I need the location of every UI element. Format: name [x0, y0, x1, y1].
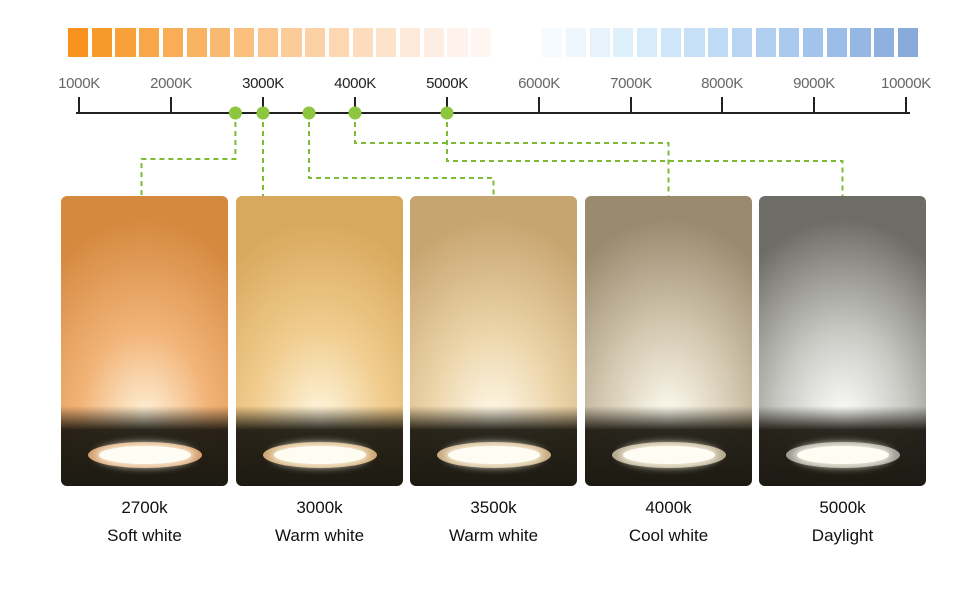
gradient-swatch — [91, 28, 112, 57]
gradient-swatch — [731, 28, 753, 57]
gradient-swatch — [115, 28, 136, 57]
gradient-swatch — [802, 28, 824, 57]
panel-name-label: Warm white — [448, 526, 539, 545]
gradient-swatch — [376, 28, 397, 57]
gradient-swatch — [542, 28, 563, 57]
gradient-swatch — [399, 28, 421, 57]
downlight-fixture — [87, 442, 202, 468]
gradient-swatch — [494, 28, 515, 57]
gradient-swatch — [755, 28, 776, 57]
downlight-fixture — [436, 442, 551, 468]
downlight-fixture — [611, 442, 726, 468]
gradient-swatch — [68, 28, 89, 57]
scale-tick-label: 8000K — [701, 75, 743, 92]
gradient-swatch — [257, 28, 278, 57]
gradient-swatch — [850, 28, 871, 57]
temperature-marker-dot — [348, 106, 362, 120]
panel-name-label: Cool white — [628, 526, 709, 545]
gradient-swatch — [233, 28, 255, 57]
downlight-lens — [622, 446, 715, 464]
gradient-swatch — [139, 28, 160, 57]
gradient-swatch — [708, 28, 729, 57]
light-sample-panel — [236, 196, 403, 486]
downlight-fixture — [785, 442, 900, 468]
light-sample-panel — [410, 196, 577, 486]
scale-tick-label: 1000K — [58, 75, 100, 92]
gradient-swatch — [779, 28, 800, 57]
panel-temperature-label: 3000k — [296, 498, 343, 517]
light-sample-panel — [585, 196, 752, 486]
gradient-swatch — [186, 28, 207, 57]
downlight-lens — [273, 446, 366, 464]
scale-tick-label: 6000K — [518, 75, 560, 92]
panel-name-label: Warm white — [274, 526, 365, 545]
gradient-swatch — [874, 28, 895, 57]
kelvin-scale — [76, 97, 910, 196]
temperature-marker-dot — [256, 106, 270, 120]
temperature-marker-dot — [228, 106, 242, 120]
gradient-swatch — [684, 28, 705, 57]
temperature-marker-dot — [302, 106, 316, 120]
scale-tick-label: 10000K — [881, 75, 931, 92]
gradient-swatch — [518, 28, 539, 57]
downlight-lens — [447, 446, 540, 464]
marker-connector-line — [308, 113, 495, 196]
gradient-swatch — [897, 28, 918, 57]
gradient-swatch — [637, 28, 658, 57]
gradient-swatch — [423, 28, 444, 57]
gradient-swatch — [352, 28, 373, 57]
scale-tick-label: 2000K — [150, 75, 192, 92]
downlight-lens — [98, 446, 191, 464]
panel-temperature-label: 4000k — [645, 498, 692, 517]
gradient-swatch — [281, 28, 302, 57]
gradient-swatch — [328, 28, 349, 57]
gradient-swatch — [613, 28, 634, 57]
gradient-swatch — [210, 28, 231, 57]
gradient-swatch — [447, 28, 468, 57]
scale-tick-label: 9000K — [793, 75, 835, 92]
downlight-lens — [796, 446, 889, 464]
marker-connector-line — [140, 113, 237, 196]
gradient-swatch — [305, 28, 326, 57]
gradient-swatch — [162, 28, 184, 57]
panel-temperature-label: 2700k — [121, 498, 168, 517]
marker-connector-line — [446, 113, 844, 196]
scale-tick-label: 4000K — [334, 75, 376, 92]
panel-temperature-label: 3500k — [470, 498, 517, 517]
panel-name-label: Soft white — [107, 526, 182, 545]
gradient-swatch — [660, 28, 681, 57]
gradient-swatch — [589, 28, 610, 57]
gradient-swatch — [471, 28, 492, 57]
temperature-marker-dot — [440, 106, 454, 120]
panel-name-label: Daylight — [811, 526, 874, 545]
gradient-swatch — [826, 28, 847, 57]
scale-tick-label: 7000K — [610, 75, 652, 92]
color-gradient-strip — [0, 0, 970, 60]
light-sample-panel — [61, 196, 228, 486]
panel-temperature-label: 5000k — [819, 498, 866, 517]
light-sample-panel — [759, 196, 926, 486]
downlight-fixture — [262, 442, 377, 468]
gradient-swatch — [565, 28, 587, 57]
scale-tick-label: 5000K — [426, 75, 468, 92]
scale-tick-label: 3000K — [242, 75, 284, 92]
marker-connector-line — [354, 113, 670, 196]
